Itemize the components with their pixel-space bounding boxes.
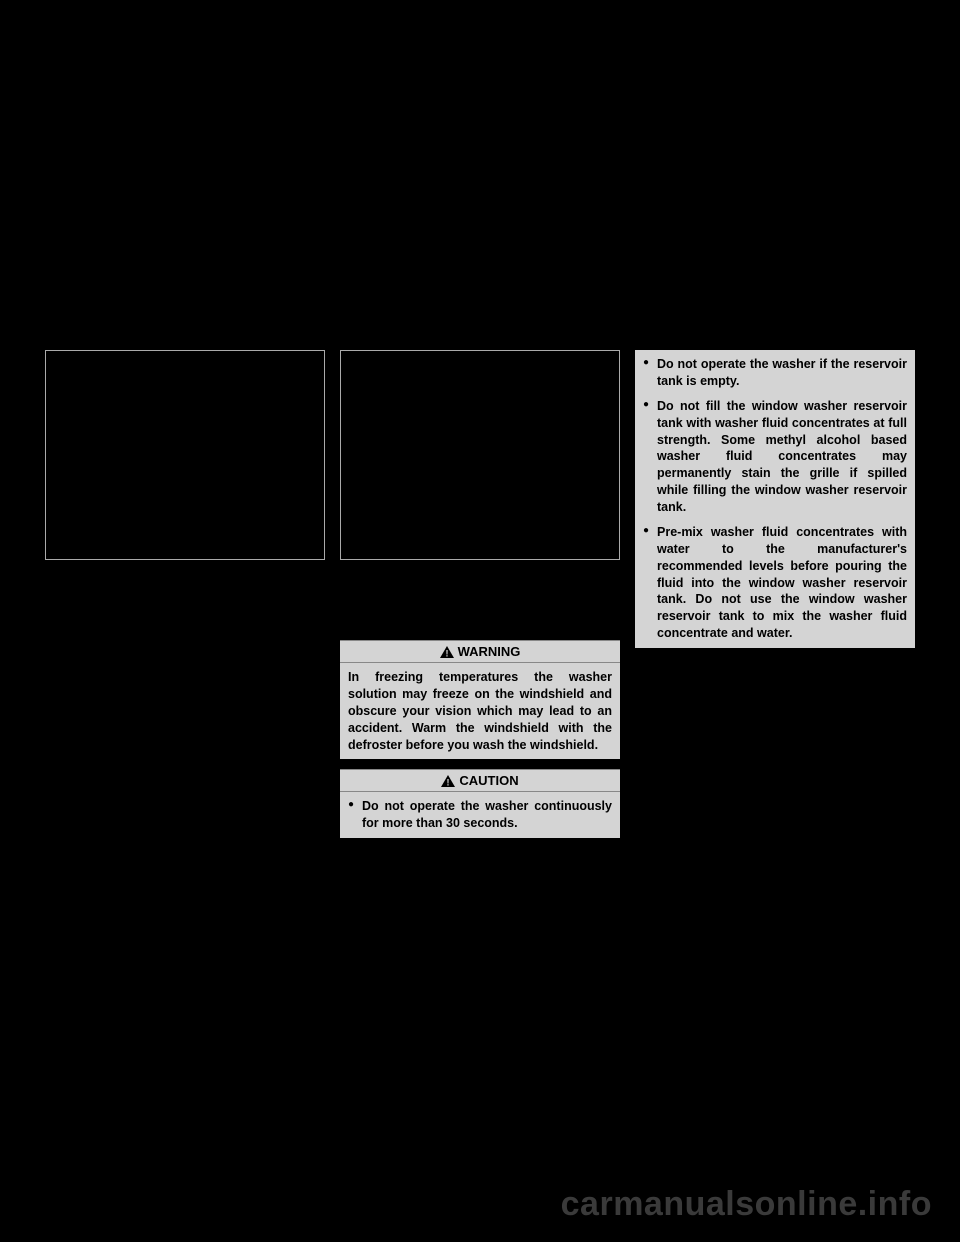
warning-header: ! WARNING xyxy=(340,640,620,663)
caution-icon: ! xyxy=(441,775,455,787)
caution-header: ! CAUTION xyxy=(340,769,620,792)
column-1 xyxy=(45,350,325,838)
column-2: ! WARNING In freezing temperatures the w… xyxy=(340,350,620,838)
watermark-text: carmanualsonline.info xyxy=(561,1185,932,1224)
caution-item: Do not fill the window washer reservoir … xyxy=(643,398,907,516)
caution-continuation-box: Do not operate the washer if the reservo… xyxy=(635,350,915,648)
column-3: Do not operate the washer if the reservo… xyxy=(635,350,915,838)
warning-text: In freezing temperatures the washer solu… xyxy=(340,663,620,759)
caution-list: Do not operate the washer continuously f… xyxy=(340,792,620,838)
figure-placeholder-2 xyxy=(340,350,620,560)
manual-page: ! WARNING In freezing temperatures the w… xyxy=(45,350,915,838)
caution-item: Do not operate the washer continuously f… xyxy=(348,798,612,832)
figure-placeholder-1 xyxy=(45,350,325,560)
svg-text:!: ! xyxy=(445,648,448,658)
caution-continuation-list: Do not operate the washer if the reservo… xyxy=(635,350,915,648)
warning-label: WARNING xyxy=(458,644,521,659)
warning-box: ! WARNING In freezing temperatures the w… xyxy=(340,640,620,759)
caution-item: Do not operate the washer if the reservo… xyxy=(643,356,907,390)
svg-text:!: ! xyxy=(447,777,450,787)
warning-icon: ! xyxy=(440,646,454,658)
caution-box: ! CAUTION Do not operate the washer cont… xyxy=(340,769,620,838)
caution-label: CAUTION xyxy=(459,773,518,788)
caution-item: Pre-mix washer fluid concentrates with w… xyxy=(643,524,907,642)
